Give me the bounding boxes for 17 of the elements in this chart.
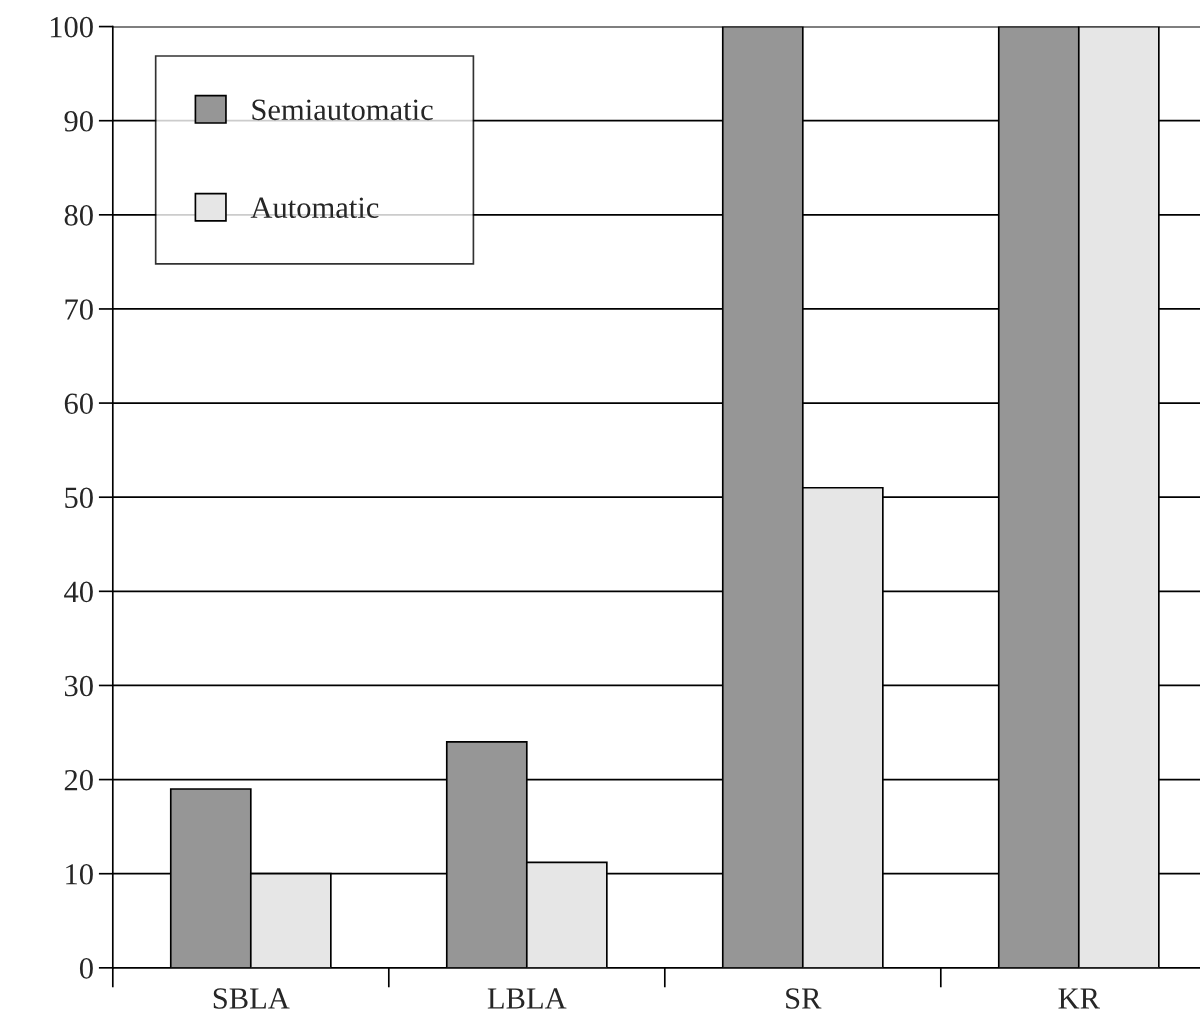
- x-tick-label: SBLA: [213, 988, 290, 1009]
- y-tick-label: 50: [65, 487, 93, 509]
- y-tick-label: 30: [64, 675, 93, 697]
- legend-label: Semiautomatic: [252, 99, 433, 121]
- y-tick-label: 10: [66, 863, 93, 885]
- x-tick-label: KR: [1058, 988, 1100, 1009]
- y-tick-label: 20: [64, 769, 93, 791]
- y-tick-label: 80: [64, 205, 93, 226]
- y-tick-label: 70: [65, 299, 93, 320]
- y-tick-label: 100: [50, 16, 93, 38]
- legend-label: Automatic: [250, 197, 379, 218]
- y-tick-label: 0: [79, 958, 93, 979]
- x-tick-label: LBLA: [487, 988, 567, 1009]
- y-tick-label: 40: [64, 581, 93, 603]
- x-tick-label: SR: [786, 988, 822, 1009]
- y-tick-label: 90: [64, 110, 93, 132]
- y-tick-label: 60: [64, 393, 93, 414]
